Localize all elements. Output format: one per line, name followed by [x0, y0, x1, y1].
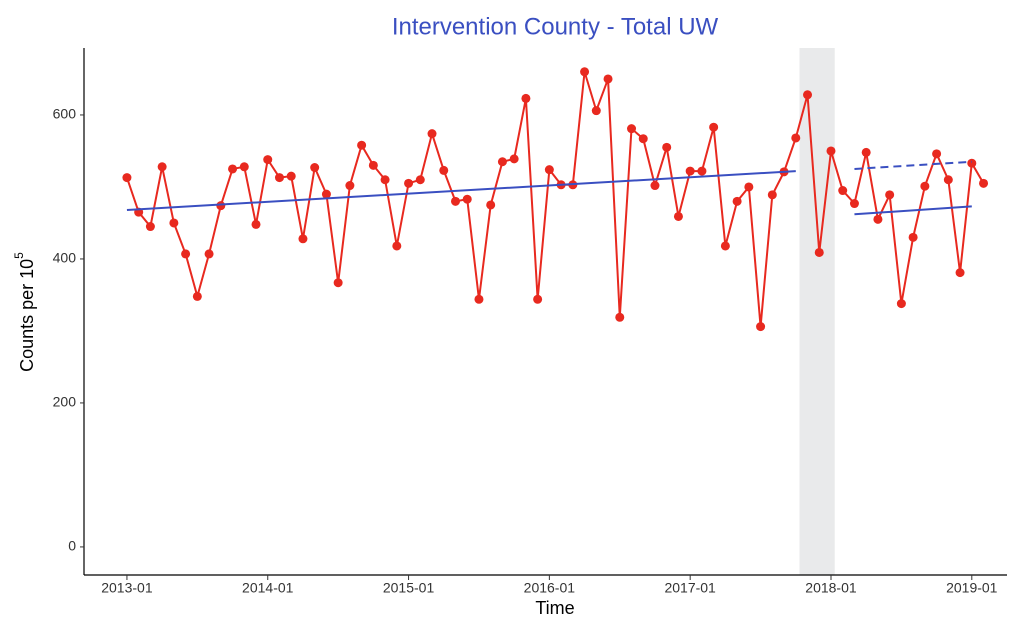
data-point — [662, 142, 672, 152]
data-point — [943, 175, 953, 185]
data-point — [650, 181, 660, 191]
x-tick-label: 2015-01 — [383, 580, 435, 596]
data-point — [544, 165, 554, 175]
data-point — [497, 157, 507, 167]
data-point — [298, 234, 308, 244]
data-point — [122, 173, 132, 183]
data-point — [427, 129, 437, 139]
data-point — [157, 162, 167, 172]
data-point — [404, 178, 414, 188]
data-point — [908, 232, 918, 242]
data-point — [204, 249, 214, 259]
data-point — [697, 166, 707, 176]
data-point — [239, 162, 249, 172]
data-point — [756, 322, 766, 332]
data-point — [979, 178, 989, 188]
data-point — [145, 222, 155, 232]
data-point — [896, 299, 906, 309]
trend-line — [126, 170, 796, 211]
data-point — [509, 154, 519, 164]
data-point — [885, 190, 895, 200]
data-point — [181, 249, 191, 259]
data-point — [450, 196, 460, 206]
data-point — [274, 173, 284, 183]
data-point — [580, 67, 590, 77]
x-axis-label: Time — [535, 598, 574, 618]
data-point — [838, 186, 848, 196]
chart-title: Intervention County - Total UW — [392, 13, 719, 40]
data-point — [814, 247, 824, 257]
y-tick-label: 0 — [68, 538, 76, 554]
x-tick-label: 2019-01 — [946, 580, 998, 596]
data-point — [920, 181, 930, 191]
data-point — [368, 160, 378, 170]
x-tick-label: 2014-01 — [242, 580, 294, 596]
data-point — [286, 171, 296, 181]
data-point — [228, 164, 238, 174]
data-point — [263, 155, 273, 165]
data-point — [967, 158, 977, 168]
y-tick-label: 600 — [53, 106, 77, 122]
trend-line — [854, 205, 972, 216]
data-point — [357, 140, 367, 150]
data-point — [803, 90, 813, 100]
data-point — [615, 312, 625, 322]
data-point — [873, 214, 883, 224]
data-point — [415, 175, 425, 185]
data-point — [744, 182, 754, 192]
data-point — [849, 199, 859, 209]
data-point — [345, 181, 355, 191]
data-point — [627, 124, 637, 134]
data-point — [486, 200, 496, 210]
data-point — [474, 294, 484, 304]
data-point — [955, 268, 965, 278]
x-tick-label: 2016-01 — [524, 580, 576, 596]
data-point — [462, 194, 472, 204]
data-point — [826, 146, 836, 156]
y-axis-label-sup: 5 — [12, 252, 26, 259]
data-point — [251, 219, 261, 229]
data-point — [192, 291, 202, 301]
shaded-period — [799, 48, 835, 575]
x-tick-label: 2013-01 — [101, 580, 153, 596]
y-tick-label: 400 — [53, 250, 77, 266]
data-point — [720, 241, 730, 251]
data-point — [169, 218, 179, 228]
data-point — [380, 175, 390, 185]
data-point — [861, 147, 871, 157]
trend-line — [854, 160, 972, 170]
data-point — [673, 211, 683, 221]
x-tick-label: 2018-01 — [805, 580, 857, 596]
data-point — [521, 93, 531, 103]
data-point — [603, 74, 613, 84]
data-point — [767, 190, 777, 200]
data-point — [638, 134, 648, 144]
data-point — [732, 196, 742, 206]
data-point — [791, 133, 801, 143]
data-point — [392, 241, 402, 251]
data-point — [685, 166, 695, 176]
x-tick-label: 2017-01 — [664, 580, 716, 596]
y-axis-label-text: Counts per 10 — [17, 259, 37, 372]
data-point — [591, 106, 601, 116]
data-point — [333, 278, 343, 288]
data-point — [709, 122, 719, 132]
data-point — [321, 189, 331, 199]
data-point — [533, 294, 543, 304]
data-point — [310, 163, 320, 173]
y-axis-label: Counts per 105 — [12, 252, 37, 372]
data-point — [932, 149, 942, 159]
data-point — [439, 165, 449, 175]
y-tick-label: 200 — [53, 394, 77, 410]
